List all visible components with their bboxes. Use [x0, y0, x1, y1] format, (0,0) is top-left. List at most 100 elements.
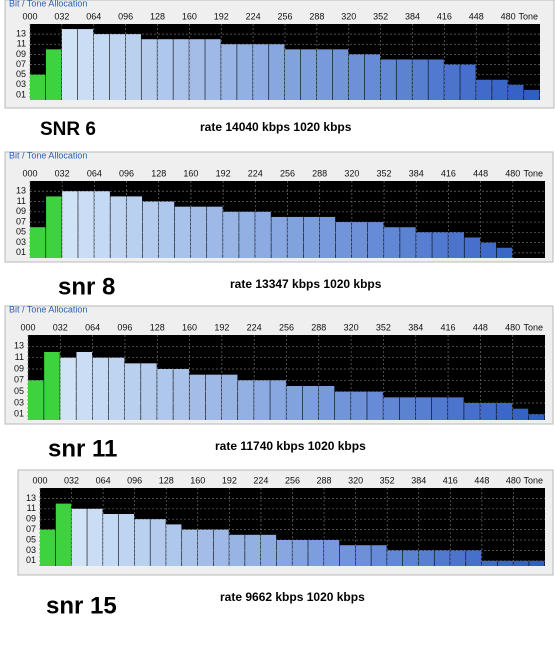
- bar: [238, 380, 254, 420]
- bar: [255, 211, 271, 258]
- x-tick-label: 128: [150, 11, 165, 21]
- x-tick-label: 224: [246, 11, 261, 21]
- bar: [318, 386, 335, 420]
- x-tick-label: 480: [505, 322, 520, 332]
- x-tick-label: 416: [441, 168, 456, 178]
- x-tick-label: 384: [405, 11, 420, 21]
- x-tick-label: 224: [247, 322, 262, 332]
- bar: [276, 540, 292, 566]
- x-tick-label: 256: [279, 322, 294, 332]
- bar: [476, 79, 492, 100]
- bar: [76, 352, 93, 420]
- rate-text: rate 13347 kbps 1020 kbps: [230, 277, 382, 291]
- x-tick-label: 352: [376, 322, 391, 332]
- bar: [166, 524, 182, 566]
- bar: [197, 529, 213, 566]
- caption: snr 11: [48, 435, 117, 462]
- bar: [158, 201, 175, 258]
- x-tick-label: 192: [214, 11, 229, 21]
- bar: [286, 386, 303, 420]
- bar: [481, 560, 498, 566]
- bar: [324, 540, 340, 566]
- bar: [444, 64, 460, 100]
- y-tick-label: 11: [27, 503, 36, 513]
- bar: [434, 550, 450, 566]
- y-tick-label: 07: [14, 375, 24, 385]
- bar: [513, 560, 529, 566]
- bar: [497, 560, 513, 566]
- bar: [174, 206, 191, 258]
- bar: [254, 380, 270, 420]
- bar: [207, 206, 223, 258]
- bar: [189, 39, 205, 100]
- bar: [109, 34, 126, 101]
- bar: [92, 357, 109, 420]
- bar: [319, 216, 336, 258]
- bar: [399, 397, 416, 420]
- y-tick-label: 11: [15, 352, 24, 362]
- x-tick-label: 288: [309, 11, 324, 21]
- bar: [332, 49, 349, 100]
- y-tick-label: 05: [16, 69, 26, 79]
- x-tick-label: 000: [22, 168, 37, 178]
- y-tick-label: 07: [26, 524, 36, 534]
- bar: [355, 545, 371, 566]
- bar: [205, 374, 222, 420]
- bar: [223, 211, 239, 258]
- bar: [157, 369, 173, 420]
- bar: [260, 534, 277, 566]
- bar: [432, 232, 448, 258]
- x-tick-label: 256: [280, 168, 295, 178]
- x-tick-label: 256: [285, 475, 300, 485]
- bar: [103, 514, 119, 566]
- y-tick-label: 07: [16, 59, 26, 69]
- bar: [529, 560, 545, 566]
- y-tick-label: 01: [16, 247, 26, 257]
- rate-text: rate 9662 kbps 1020 kbps: [220, 590, 365, 604]
- bar: [383, 397, 399, 420]
- bar: [55, 503, 71, 566]
- bar: [239, 211, 255, 258]
- bar: [157, 39, 173, 100]
- x-tick-label: 320: [348, 475, 363, 485]
- y-tick-label: 13: [14, 341, 24, 351]
- x-tick-label: 000: [22, 11, 37, 21]
- bar: [245, 534, 261, 566]
- x-tick-label: 224: [248, 168, 263, 178]
- x-tick-label: 032: [55, 168, 70, 178]
- bar: [480, 403, 496, 420]
- y-tick-label: 01: [26, 555, 36, 565]
- bar: [496, 247, 513, 258]
- bar: [428, 59, 444, 100]
- y-tick-label: 09: [16, 206, 26, 216]
- bar: [396, 59, 412, 100]
- y-tick-label: 09: [26, 514, 36, 524]
- x-tick-label: 064: [96, 475, 111, 485]
- bar: [173, 369, 189, 420]
- bar: [316, 49, 333, 100]
- x-tick-label: 032: [53, 322, 68, 332]
- x-tick-label: 096: [127, 475, 142, 485]
- x-tick-label: 448: [473, 168, 488, 178]
- bar: [62, 191, 78, 258]
- bar: [418, 550, 434, 566]
- bar: [71, 508, 87, 566]
- x-tick-label: 416: [441, 322, 456, 332]
- x-tick-label: 160: [182, 322, 197, 332]
- x-tick-label: 448: [469, 11, 484, 21]
- bar: [221, 374, 238, 420]
- x-tick-label: 480: [506, 475, 521, 485]
- bar: [402, 550, 419, 566]
- x-tick-label: 192: [214, 322, 229, 332]
- bar: [415, 397, 432, 420]
- bar: [229, 534, 245, 566]
- bar: [94, 191, 110, 258]
- bar: [431, 397, 448, 420]
- y-tick-label: 03: [16, 237, 26, 247]
- x-tick-label: 384: [408, 322, 423, 332]
- bar: [412, 59, 428, 100]
- bar: [387, 550, 403, 566]
- bar: [335, 222, 352, 258]
- x-tick-label: 480: [501, 11, 516, 21]
- bar: [448, 232, 464, 258]
